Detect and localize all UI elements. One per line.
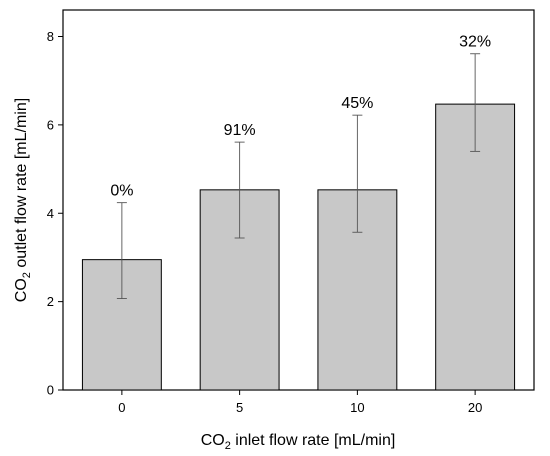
x-axis-label: CO2 inlet flow rate [mL/min] (201, 432, 396, 452)
plot-frame (62, 9, 535, 391)
y-tick-label: 2 (47, 294, 54, 309)
data-labels: 0% 91% 45% 32% (110, 34, 491, 200)
data-label: 45% (341, 95, 373, 112)
y-tick-label: 8 (47, 29, 54, 44)
x-axis: 0 5 10 20 (118, 390, 482, 415)
y-axis-label: CO2 outlet flow rate [mL/min] (13, 98, 33, 302)
x-tick-label: 0 (118, 400, 125, 415)
x-tick-label: 10 (350, 400, 364, 415)
bar-series (81, 103, 516, 391)
y-axis: 0 2 4 6 8 (47, 29, 63, 398)
data-label: 32% (459, 34, 491, 51)
data-label: 0% (110, 183, 133, 200)
x-tick-label: 5 (236, 400, 243, 415)
y-tick-label: 4 (47, 206, 54, 221)
error-bars (116, 53, 481, 299)
y-tick-label: 0 (47, 383, 54, 398)
y-tick-label: 6 (47, 117, 54, 132)
x-tick-label: 20 (468, 400, 482, 415)
data-label: 91% (224, 122, 256, 139)
